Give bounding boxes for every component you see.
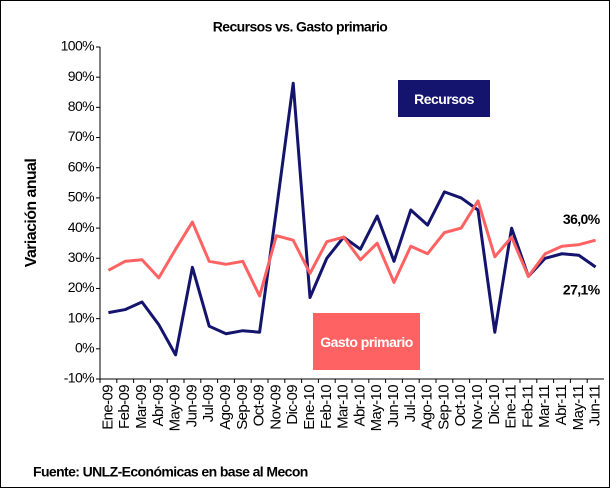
x-tick-label: Sep-09 (234, 385, 251, 430)
x-tick-label: Abr-11 (553, 385, 570, 426)
x-tick-label: Feb-09 (116, 385, 133, 429)
x-tick-label: Abr-10 (351, 385, 368, 427)
value-label: 36,0% (563, 211, 601, 227)
y-tick-label: -10% (64, 370, 94, 386)
x-tick-label: May-11 (570, 385, 587, 431)
x-tick-label: Ago-09 (217, 385, 234, 430)
y-tick-label: 40% (68, 219, 94, 235)
legend-gasto: Gasto primario (313, 313, 420, 370)
chart-title: Recursos vs. Gasto primario (213, 19, 387, 35)
x-tick-label: Oct-10 (452, 385, 469, 427)
y-tick-label: 70% (68, 128, 94, 144)
y-tick-label: 90% (68, 68, 94, 84)
x-tick-label: Ago-10 (419, 385, 436, 430)
x-tick-label: Dic-09 (284, 385, 301, 425)
x-tick-label: Jun-10 (385, 385, 402, 428)
y-tick-label: 100% (61, 38, 95, 54)
x-tick-label: Jul-10 (402, 385, 419, 423)
y-tick-label: 60% (68, 158, 94, 174)
legend-recursos: Recursos (398, 80, 490, 117)
x-tick-label: Mar-10 (335, 385, 352, 429)
y-axis-label: Variación anual (23, 159, 40, 268)
x-tick-label: Mar-09 (133, 385, 150, 429)
series-line (108, 81, 597, 357)
x-tick-label: Jun-11 (587, 385, 604, 426)
x-tick-label: Jun-09 (183, 385, 200, 428)
value-label: 27,1% (563, 282, 601, 298)
y-tick-label: 80% (68, 98, 94, 114)
x-tick-label: Feb-10 (318, 385, 335, 429)
x-tick-label: Ene-10 (301, 385, 318, 430)
x-tick-label: Jul-09 (200, 385, 217, 423)
x-tick-label: Ene-09 (99, 385, 116, 430)
x-tick-label: Dic-10 (486, 385, 503, 425)
y-tick-label: 50% (68, 189, 94, 205)
x-tick-label: Abr-09 (150, 385, 167, 427)
x-tick-label: Mar-11 (536, 385, 553, 428)
x-tick-label: Feb-11 (519, 385, 536, 428)
y-tick-label: 10% (68, 309, 94, 325)
y-tick-label: 20% (68, 279, 94, 295)
source: Fuente: UNLZ-Económicas en base al Mecon (33, 464, 308, 480)
x-tick-label: May-09 (167, 385, 184, 432)
x-tick-label: Nov-10 (469, 385, 486, 430)
y-tick-label: 0% (75, 340, 94, 356)
x-tick-label: Sep-10 (435, 385, 452, 430)
x-tick-label: May-10 (368, 385, 385, 432)
x-tick-label: Oct-09 (251, 385, 268, 427)
x-tick-label: Ene-11 (503, 385, 520, 429)
x-tick-label: Nov-09 (267, 385, 284, 430)
series-line (107, 199, 596, 298)
y-tick-label: 30% (68, 249, 94, 265)
